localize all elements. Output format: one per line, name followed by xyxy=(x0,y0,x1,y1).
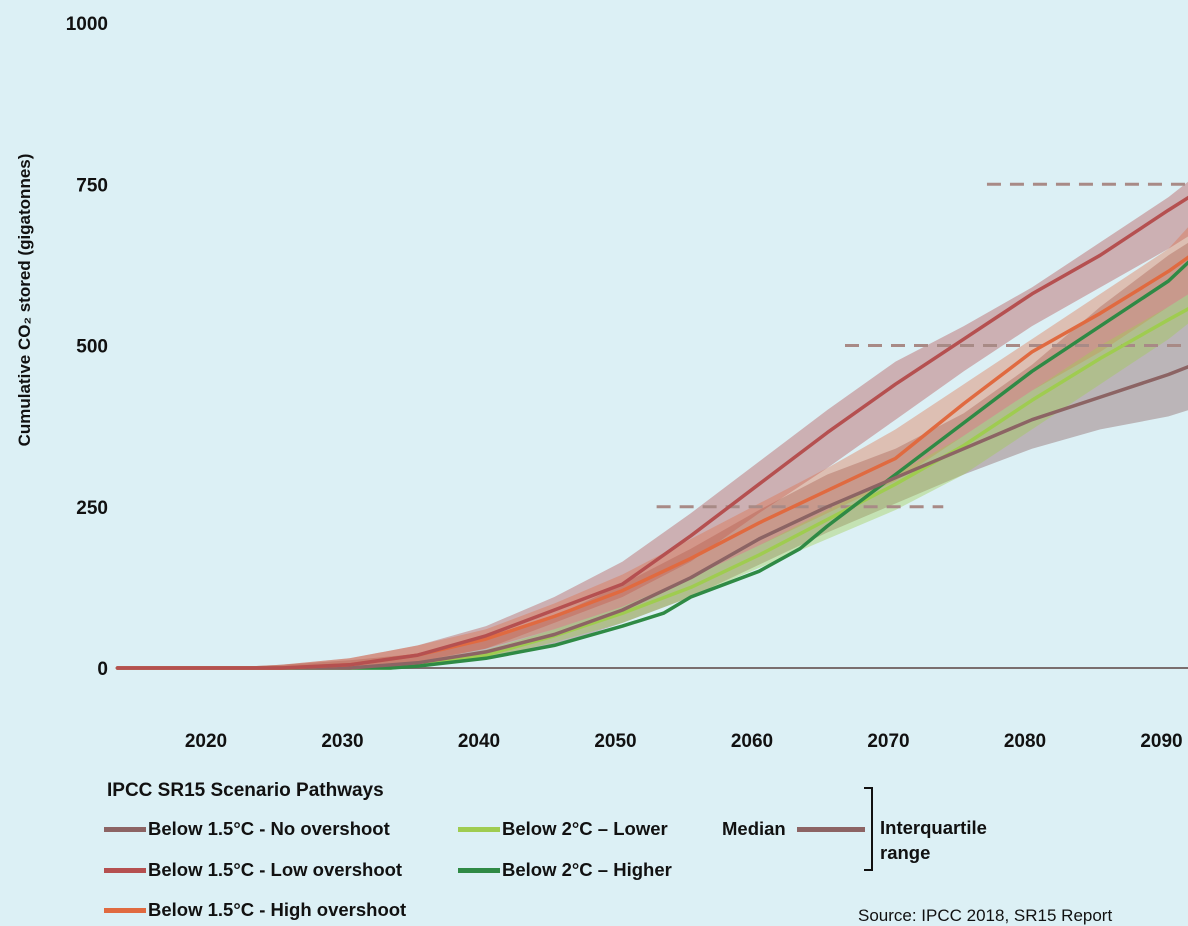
legend-item-2c-lower: Below 2°C – Lower xyxy=(458,818,668,840)
iqr-label: Interquartile range xyxy=(880,815,1040,865)
x-tick-label: 2020 xyxy=(185,731,227,752)
source-note: Source: IPCC 2018, SR15 Report xyxy=(858,906,1112,926)
x-tick-label: 2090 xyxy=(1140,731,1182,752)
y-tick-label: 500 xyxy=(76,337,108,358)
x-tick-labels: 2020 2030 2040 2050 2060 2070 2080 2090 xyxy=(185,731,1183,752)
x-tick-label: 2060 xyxy=(731,731,773,752)
legend-item-low-overshoot: Below 1.5°C - Low overshoot xyxy=(104,859,402,881)
legend-swatch xyxy=(104,868,146,873)
y-tick-labels: 0 250 500 750 1000 xyxy=(66,14,108,680)
y-axis-label-group: Cumulative CO₂ stored (gigatonnes) xyxy=(15,154,34,447)
legend-swatch xyxy=(104,827,146,832)
legend-label: Below 2°C – Higher xyxy=(502,859,672,881)
legend-label: Below 1.5°C - Low overshoot xyxy=(148,859,402,881)
y-tick-label: 1000 xyxy=(66,14,108,35)
x-tick-label: 2070 xyxy=(867,731,909,752)
legend-swatch xyxy=(104,908,146,913)
y-tick-label: 250 xyxy=(76,498,108,519)
legend-item-high-overshoot: Below 1.5°C - High overshoot xyxy=(104,899,406,921)
legend-item-no-overshoot: Below 1.5°C - No overshoot xyxy=(104,818,390,840)
x-tick-label: 2050 xyxy=(594,731,636,752)
y-axis-label: Cumulative CO₂ stored (gigatonnes) xyxy=(15,154,34,447)
median-label: Median xyxy=(722,818,786,840)
y-tick-label: 0 xyxy=(97,659,108,680)
y-tick-label: 750 xyxy=(76,175,108,196)
x-tick-label: 2080 xyxy=(1004,731,1046,752)
median-swatch xyxy=(797,827,865,832)
x-tick-label: 2040 xyxy=(458,731,500,752)
legend-label: Below 1.5°C - High overshoot xyxy=(148,899,406,921)
x-tick-label: 2030 xyxy=(321,731,363,752)
iqr-band-below-2-c-lower xyxy=(118,281,1188,668)
legend-swatch xyxy=(458,868,500,873)
legend-label: Below 2°C – Lower xyxy=(502,818,668,840)
legend-label: Below 1.5°C - No overshoot xyxy=(148,818,390,840)
legend-title: IPCC SR15 Scenario Pathways xyxy=(107,780,384,802)
legend-swatch xyxy=(458,827,500,832)
iqr-bracket xyxy=(864,787,873,871)
legend-item-2c-higher: Below 2°C – Higher xyxy=(458,859,672,881)
